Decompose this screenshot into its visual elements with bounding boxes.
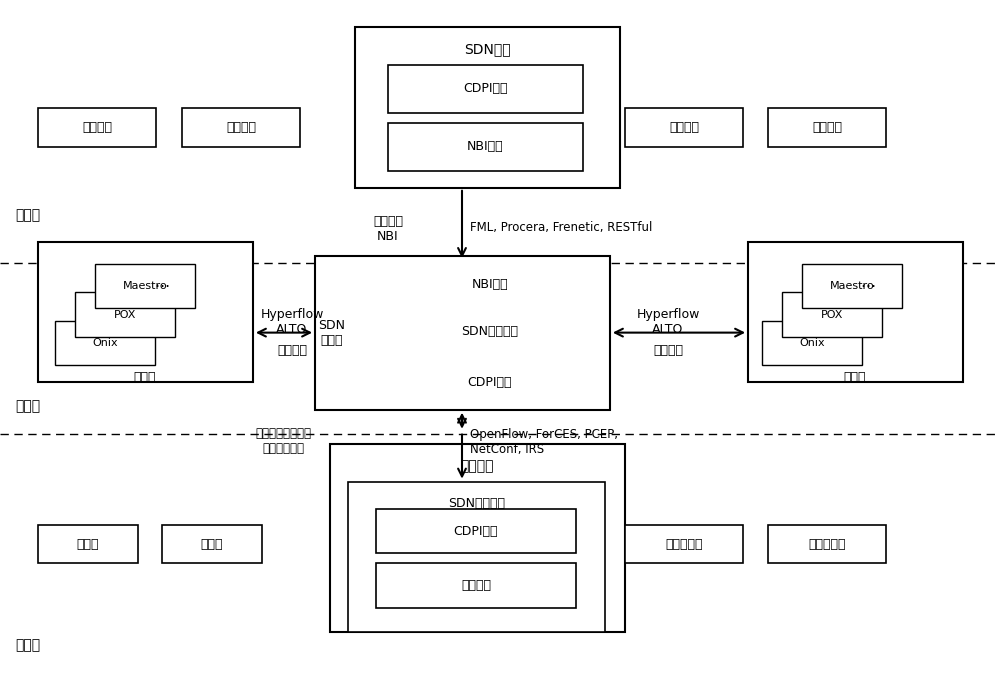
Bar	[182, 108, 300, 147]
Text: Maestro: Maestro	[123, 281, 167, 291]
Bar	[390, 361, 590, 404]
Text: 控制器: 控制器	[134, 370, 156, 384]
Text: 交换机: 交换机	[201, 538, 223, 550]
Text: Hyperflow
ALTO: Hyperflow ALTO	[636, 309, 700, 336]
Bar	[768, 525, 886, 563]
Text: 接入控制: 接入控制	[226, 121, 256, 134]
Text: FML, Procera, Frenetic, RESTful: FML, Procera, Frenetic, RESTful	[470, 221, 652, 234]
Bar	[75, 292, 175, 337]
Bar	[782, 292, 882, 337]
Bar	[38, 525, 138, 563]
Bar	[625, 108, 743, 147]
Text: POX: POX	[821, 309, 843, 320]
Text: OpenFlow, ForCES, PCEP,
NetConf, IRS: OpenFlow, ForCES, PCEP, NetConf, IRS	[470, 428, 618, 456]
Text: SDN控制逻辑: SDN控制逻辑	[462, 325, 518, 338]
Bar	[390, 264, 590, 304]
Bar	[748, 242, 963, 382]
Bar	[162, 525, 262, 563]
Text: 虚拟交换机: 虚拟交换机	[665, 538, 703, 550]
Text: Hyperflow
ALTO: Hyperflow ALTO	[260, 309, 324, 336]
Bar	[388, 65, 583, 113]
Text: 负载均衡: 负载均衡	[812, 121, 842, 134]
Bar	[38, 108, 156, 147]
Bar	[376, 563, 576, 608]
Bar	[388, 123, 583, 171]
Bar	[625, 525, 743, 563]
Text: …: …	[154, 275, 170, 290]
Bar	[390, 310, 590, 353]
Text: NBI代理: NBI代理	[472, 277, 508, 291]
Bar	[38, 242, 253, 382]
Text: 控制层: 控制层	[15, 400, 40, 413]
Text: …: …	[860, 275, 876, 290]
Text: 数据层: 数据层	[15, 639, 40, 652]
Bar	[768, 108, 886, 147]
Text: SDN
控制器: SDN 控制器	[318, 319, 346, 346]
Text: POX: POX	[114, 309, 136, 320]
Bar	[315, 256, 610, 410]
Text: CDPI代理: CDPI代理	[454, 525, 498, 538]
Text: CDPI代理: CDPI代理	[463, 82, 508, 96]
Bar	[55, 321, 155, 365]
Bar	[802, 264, 902, 308]
Bar	[95, 264, 195, 308]
Text: 网络元素: 网络元素	[461, 459, 494, 473]
Text: Onix: Onix	[799, 338, 825, 348]
Text: 路由器: 路由器	[77, 538, 99, 550]
Text: 西向接口: 西向接口	[277, 344, 307, 357]
Text: CDPI驱动: CDPI驱动	[468, 376, 512, 389]
Text: 转发引擎: 转发引擎	[461, 579, 491, 592]
Text: 移动管理: 移动管理	[82, 121, 112, 134]
Text: 无线接入点: 无线接入点	[808, 538, 846, 550]
Text: 数据控制平面接口
（南向接口）: 数据控制平面接口 （南向接口）	[255, 427, 311, 454]
Bar	[330, 444, 625, 632]
Text: 北向接口
NBI: 北向接口 NBI	[373, 215, 403, 242]
Bar	[376, 509, 576, 553]
Text: 东向接口: 东向接口	[653, 344, 683, 357]
Text: SDN应用: SDN应用	[464, 42, 511, 56]
Bar	[348, 482, 605, 632]
Bar	[355, 27, 620, 188]
Bar	[762, 321, 862, 365]
Text: 控制器: 控制器	[844, 370, 866, 384]
Text: Onix: Onix	[92, 338, 118, 348]
Text: 应用层: 应用层	[15, 208, 40, 222]
Text: NBI驱动: NBI驱动	[467, 140, 504, 154]
Text: 流量监测: 流量监测	[669, 121, 699, 134]
Text: Maestro: Maestro	[830, 281, 874, 291]
Text: SDN数据通路: SDN数据通路	[448, 497, 505, 510]
